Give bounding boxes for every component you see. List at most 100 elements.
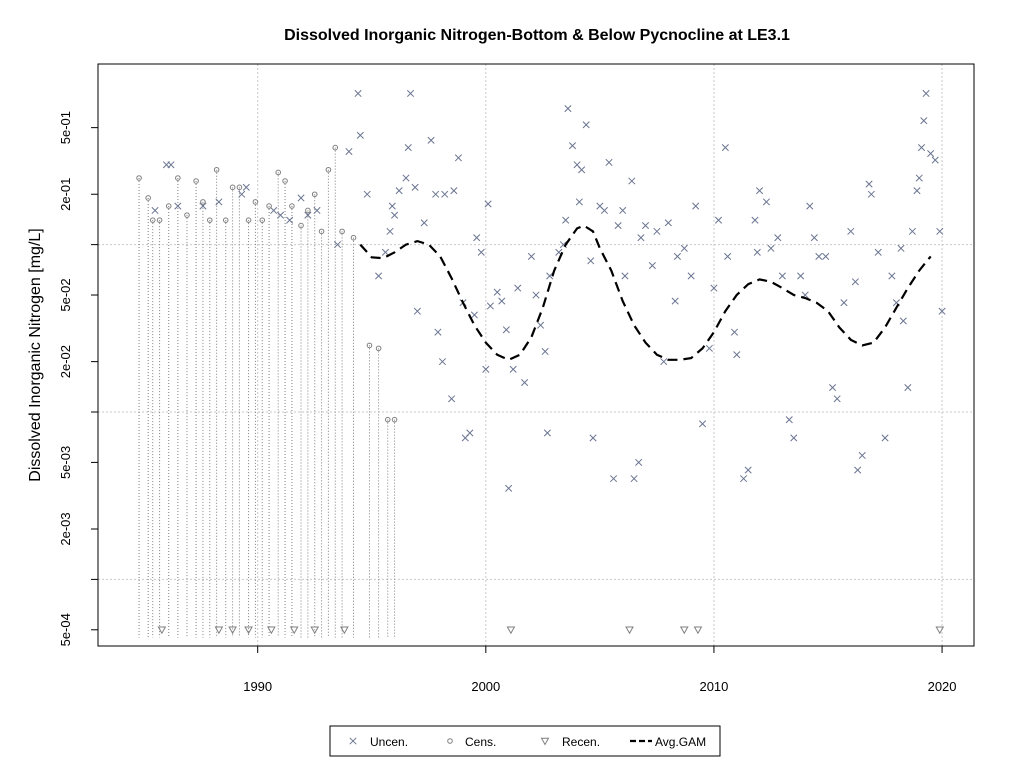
y-tick-label: 2e-03: [58, 512, 73, 545]
uncensored-point: [486, 302, 494, 310]
recensored-point: [244, 626, 253, 635]
x-stroke: [486, 302, 494, 310]
x-stroke: [473, 234, 481, 242]
uncensored-point: [438, 358, 447, 366]
legend-frame: [329, 725, 721, 757]
recensored-point: [693, 626, 703, 635]
censored-point: [175, 175, 181, 181]
uncensored-point: [756, 187, 764, 195]
uncensored-point: [797, 272, 805, 280]
uncensored-point: [922, 89, 930, 98]
legend: Uncen. Cens. Recen. Avg.GAM: [329, 725, 721, 757]
x-stroke: [756, 187, 764, 195]
x-stroke: [619, 206, 627, 215]
x-stroke: [829, 384, 837, 392]
uncensored-point: [664, 219, 672, 227]
uncensored-point: [733, 351, 741, 359]
uncensored-point: [915, 174, 923, 182]
uncensored-point: [386, 227, 394, 235]
x-stroke: [575, 198, 583, 206]
x-stroke: [482, 365, 490, 373]
censored-point: [311, 191, 318, 198]
x-stroke: [493, 288, 501, 296]
x-stroke: [404, 144, 412, 152]
uncensored-point: [653, 227, 661, 235]
y-tick-label: 2e-01: [58, 178, 73, 211]
x-stroke: [502, 326, 510, 334]
uncensored-point: [858, 451, 866, 460]
x-stroke: [774, 234, 782, 242]
x-stroke: [411, 183, 419, 191]
x-stroke: [931, 156, 939, 164]
uncensored-point: [575, 198, 583, 206]
x-stroke: [276, 211, 285, 219]
x-stroke: [600, 206, 608, 215]
uncensored-point: [867, 190, 875, 198]
recensored-point: [340, 626, 349, 635]
uncensored-point: [215, 198, 223, 206]
uncensored-point: [730, 328, 739, 336]
censored-point: [259, 217, 266, 223]
x-stroke: [621, 272, 629, 280]
x-stroke: [537, 321, 545, 329]
x-stroke: [698, 420, 707, 428]
uncensored-point: [354, 89, 362, 98]
x-stroke: [450, 187, 458, 195]
censored-point: [236, 184, 243, 191]
x-stroke: [388, 202, 396, 210]
x-stroke: [413, 307, 421, 315]
x-stroke: [420, 219, 428, 227]
grid: [98, 64, 974, 646]
x-stroke: [790, 434, 798, 442]
uncensored-point: [931, 156, 939, 164]
x-stroke: [641, 222, 650, 230]
legend-x-marker: [349, 737, 357, 745]
x-stroke: [521, 378, 529, 387]
x-stroke: [680, 244, 688, 252]
recensored-point: [935, 626, 945, 635]
x-stroke: [635, 458, 643, 466]
uncensored-point: [833, 395, 841, 403]
x-stroke: [242, 183, 250, 191]
uncensored-point: [630, 475, 638, 483]
uncensored-point: [509, 365, 517, 373]
x-stroke: [833, 395, 841, 403]
uncensored-point: [648, 261, 656, 270]
x-stroke: [730, 328, 739, 336]
uncensored-point: [402, 174, 410, 182]
uncensored-point: [345, 147, 353, 156]
uncensored-point: [411, 183, 419, 191]
gam-curve: [359, 224, 932, 362]
uncensored-point: [660, 358, 668, 366]
uncensored-point: [822, 252, 830, 261]
uncensored-point: [304, 211, 312, 219]
x-stroke: [438, 358, 447, 366]
x-stroke: [767, 244, 775, 252]
x-stroke: [714, 216, 723, 224]
uncensored-point: [388, 202, 396, 210]
censored-point: [339, 228, 345, 235]
censored-point: [305, 207, 311, 214]
recensored-point: [289, 626, 299, 635]
uncensored-point: [614, 222, 622, 230]
censored-point: [206, 217, 213, 223]
x-stroke: [920, 117, 928, 125]
x-stroke: [199, 202, 207, 210]
uncensored-point: [473, 234, 481, 242]
x-stroke: [498, 297, 506, 305]
uncensored-point: [381, 248, 389, 256]
x-stroke: [470, 311, 478, 319]
uncensored-point: [521, 378, 529, 387]
uncensored-point: [270, 206, 278, 215]
x-stroke: [238, 190, 246, 198]
x-stroke: [797, 272, 805, 280]
uncensored-point: [242, 183, 250, 191]
uncensored-point: [477, 248, 485, 256]
x-stroke: [345, 147, 353, 156]
x-stroke: [653, 227, 661, 235]
uncensored-point: [671, 297, 679, 305]
x-stroke: [541, 347, 549, 356]
x-stroke: [908, 227, 916, 235]
uncensored-point: [448, 395, 456, 403]
